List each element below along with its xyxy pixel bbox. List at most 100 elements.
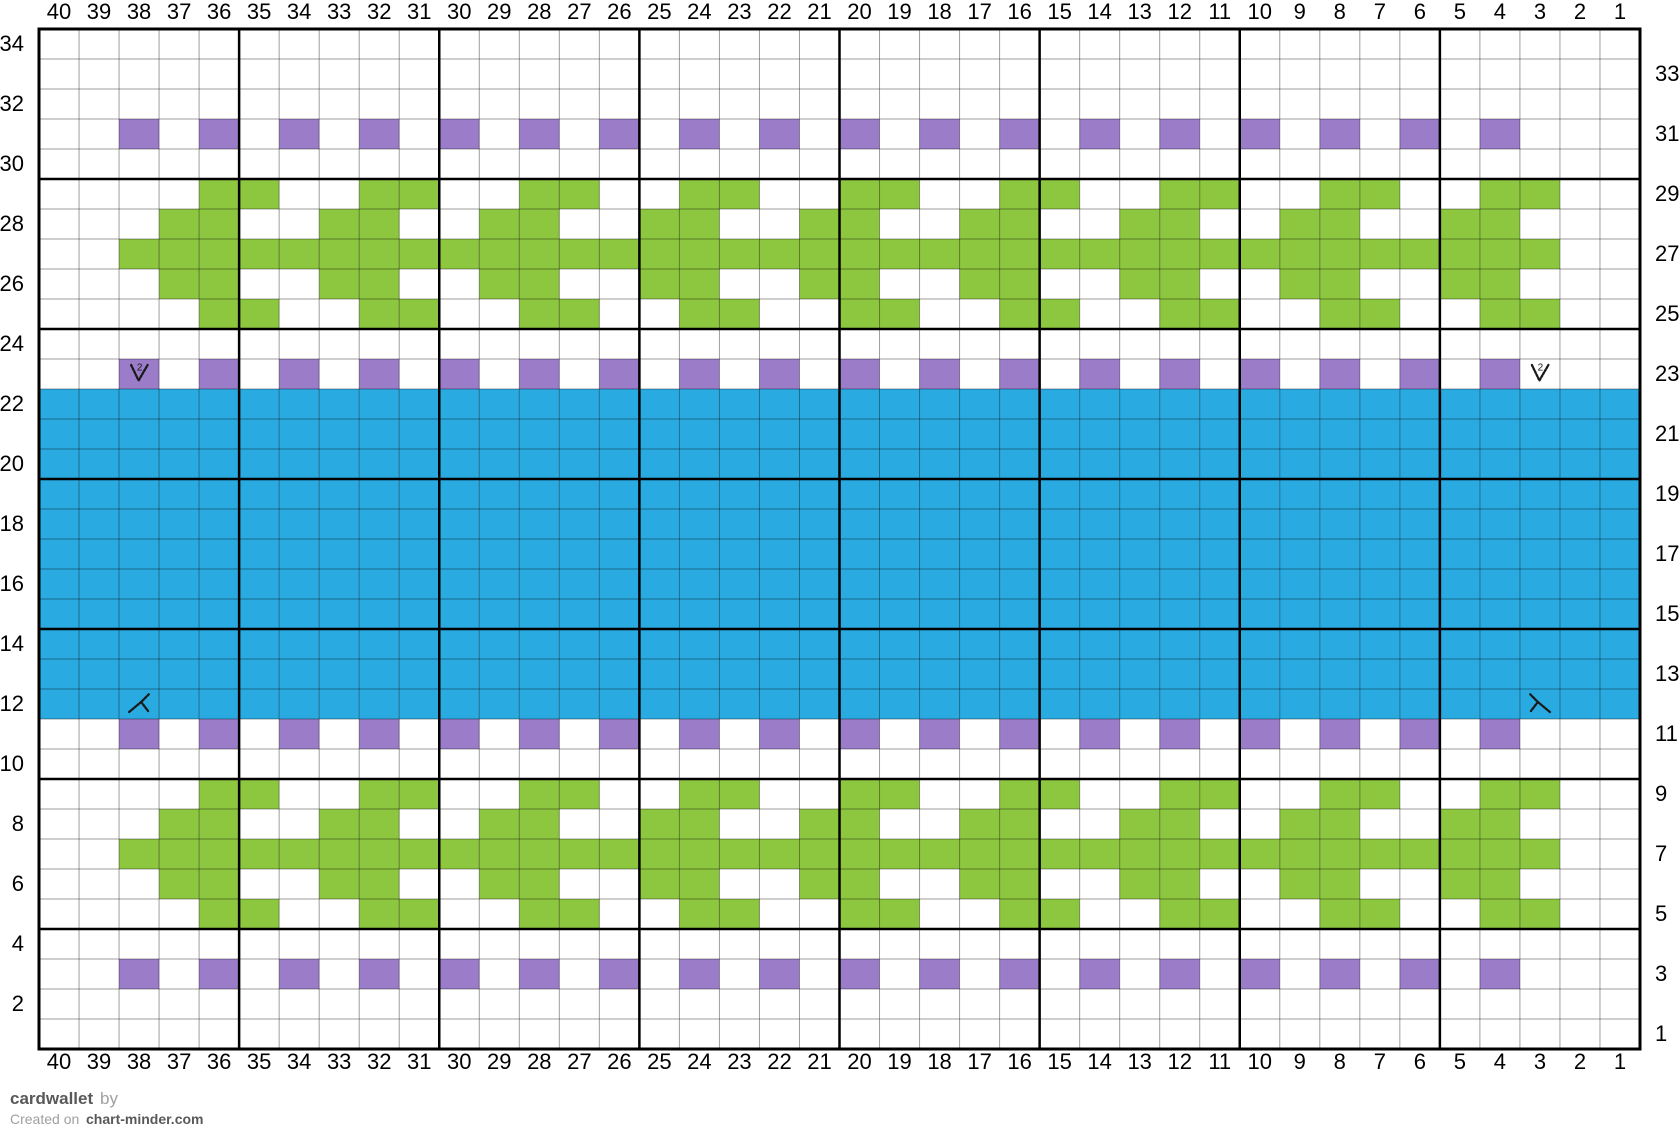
- svg-text:3: 3: [1655, 961, 1667, 986]
- svg-text:28: 28: [0, 211, 24, 236]
- svg-text:33: 33: [1655, 61, 1679, 86]
- svg-text:25: 25: [647, 0, 671, 24]
- svg-text:13: 13: [1655, 661, 1679, 686]
- svg-text:6: 6: [1414, 1049, 1426, 1074]
- svg-text:7: 7: [1374, 1049, 1386, 1074]
- svg-text:14: 14: [1087, 0, 1111, 24]
- svg-text:39: 39: [87, 0, 111, 24]
- svg-text:12: 12: [1167, 1049, 1191, 1074]
- svg-text:20: 20: [847, 1049, 871, 1074]
- svg-text:26: 26: [607, 0, 631, 24]
- svg-text:5: 5: [1454, 0, 1466, 24]
- svg-text:17: 17: [967, 0, 991, 24]
- svg-text:18: 18: [927, 1049, 951, 1074]
- svg-text:31: 31: [1655, 121, 1679, 146]
- svg-text:1: 1: [1614, 1049, 1626, 1074]
- svg-text:28: 28: [527, 0, 551, 24]
- svg-text:12: 12: [0, 691, 24, 716]
- svg-text:2: 2: [1538, 363, 1544, 374]
- svg-text:23: 23: [727, 0, 751, 24]
- svg-text:30: 30: [0, 151, 24, 176]
- svg-text:33: 33: [327, 1049, 351, 1074]
- svg-text:36: 36: [207, 1049, 231, 1074]
- svg-text:Created on: Created on: [10, 1111, 79, 1127]
- svg-text:chart-minder.com: chart-minder.com: [86, 1111, 203, 1127]
- svg-text:15: 15: [1047, 1049, 1071, 1074]
- svg-text:by: by: [100, 1089, 118, 1108]
- svg-text:35: 35: [247, 1049, 271, 1074]
- svg-text:27: 27: [567, 1049, 591, 1074]
- svg-text:16: 16: [1007, 1049, 1031, 1074]
- svg-text:36: 36: [207, 0, 231, 24]
- svg-text:22: 22: [767, 0, 791, 24]
- svg-text:24: 24: [687, 1049, 711, 1074]
- svg-text:9: 9: [1655, 781, 1667, 806]
- svg-text:15: 15: [1655, 601, 1679, 626]
- svg-text:1: 1: [1655, 1021, 1667, 1046]
- svg-text:11: 11: [1208, 0, 1231, 24]
- svg-text:30: 30: [447, 1049, 471, 1074]
- svg-text:31: 31: [407, 0, 431, 24]
- svg-text:20: 20: [847, 0, 871, 24]
- svg-text:10: 10: [1248, 0, 1272, 24]
- svg-text:20: 20: [0, 451, 24, 476]
- svg-text:25: 25: [647, 1049, 671, 1074]
- svg-text:9: 9: [1294, 1049, 1306, 1074]
- svg-text:26: 26: [0, 271, 24, 296]
- svg-text:19: 19: [1655, 481, 1679, 506]
- svg-text:2: 2: [1574, 1049, 1586, 1074]
- svg-text:24: 24: [687, 0, 711, 24]
- svg-text:22: 22: [767, 1049, 791, 1074]
- svg-text:33: 33: [327, 0, 351, 24]
- svg-text:28: 28: [527, 1049, 551, 1074]
- svg-text:32: 32: [367, 0, 391, 24]
- svg-text:18: 18: [927, 0, 951, 24]
- svg-text:23: 23: [727, 1049, 751, 1074]
- svg-text:39: 39: [87, 1049, 111, 1074]
- svg-text:34: 34: [287, 0, 311, 24]
- svg-text:1: 1: [1614, 0, 1626, 24]
- svg-text:25: 25: [1655, 301, 1679, 326]
- svg-text:8: 8: [1334, 1049, 1346, 1074]
- svg-text:3: 3: [1534, 0, 1546, 24]
- svg-text:19: 19: [887, 1049, 911, 1074]
- svg-text:34: 34: [287, 1049, 311, 1074]
- svg-text:16: 16: [0, 571, 24, 596]
- svg-text:17: 17: [967, 1049, 991, 1074]
- svg-text:37: 37: [167, 1049, 191, 1074]
- svg-text:24: 24: [0, 331, 24, 356]
- svg-text:30: 30: [447, 0, 471, 24]
- svg-text:6: 6: [12, 871, 24, 896]
- svg-text:15: 15: [1047, 0, 1071, 24]
- svg-text:13: 13: [1127, 0, 1151, 24]
- svg-text:27: 27: [1655, 241, 1679, 266]
- svg-text:26: 26: [607, 1049, 631, 1074]
- svg-text:19: 19: [887, 0, 911, 24]
- svg-text:34: 34: [0, 31, 24, 56]
- svg-text:23: 23: [1655, 361, 1679, 386]
- svg-text:11: 11: [1655, 721, 1678, 746]
- svg-text:10: 10: [0, 751, 24, 776]
- svg-text:8: 8: [12, 811, 24, 836]
- svg-text:8: 8: [1334, 0, 1346, 24]
- svg-text:5: 5: [1655, 901, 1667, 926]
- svg-text:27: 27: [567, 0, 591, 24]
- svg-text:40: 40: [47, 0, 71, 24]
- svg-text:cardwallet: cardwallet: [10, 1089, 93, 1108]
- svg-text:4: 4: [1494, 1049, 1506, 1074]
- svg-text:4: 4: [12, 931, 24, 956]
- svg-text:37: 37: [167, 0, 191, 24]
- svg-text:4: 4: [1494, 0, 1506, 24]
- svg-text:2: 2: [12, 991, 24, 1016]
- svg-text:3: 3: [1534, 1049, 1546, 1074]
- svg-text:21: 21: [807, 0, 831, 24]
- svg-text:21: 21: [1655, 421, 1679, 446]
- svg-text:40: 40: [47, 1049, 71, 1074]
- svg-text:38: 38: [127, 0, 151, 24]
- svg-text:31: 31: [407, 1049, 431, 1074]
- svg-text:12: 12: [1167, 0, 1191, 24]
- svg-text:22: 22: [0, 391, 24, 416]
- svg-text:2: 2: [137, 363, 143, 374]
- svg-text:17: 17: [1655, 541, 1679, 566]
- svg-text:14: 14: [0, 631, 24, 656]
